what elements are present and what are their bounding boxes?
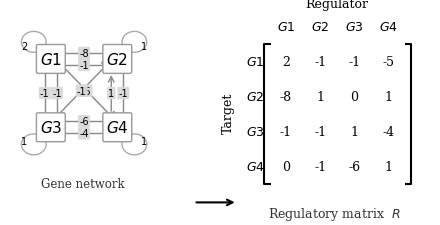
Text: -8: -8 [280, 90, 292, 103]
Text: 1: 1 [141, 41, 147, 52]
Text: -1: -1 [79, 61, 89, 71]
Text: -8: -8 [79, 49, 89, 58]
Text: Gene network: Gene network [41, 177, 125, 190]
Text: -1: -1 [77, 86, 86, 96]
Text: Target: Target [222, 92, 235, 133]
Text: $\mathit{G1}$: $\mathit{G1}$ [40, 52, 62, 68]
Text: $\mathit{G4}$: $\mathit{G4}$ [106, 120, 128, 136]
Text: Regulatory matrix  $R$: Regulatory matrix $R$ [268, 205, 401, 222]
Text: $\mathit{G3}$: $\mathit{G3}$ [246, 125, 264, 138]
Text: $\mathit{G2}$: $\mathit{G2}$ [246, 90, 264, 103]
Text: $\mathit{G1}$: $\mathit{G1}$ [246, 55, 264, 68]
Text: -5: -5 [82, 86, 92, 96]
Text: $\mathit{G3}$: $\mathit{G3}$ [40, 120, 62, 136]
Text: -1: -1 [118, 89, 128, 99]
Text: -1: -1 [314, 125, 326, 138]
Text: $\mathit{G2}$: $\mathit{G2}$ [311, 20, 329, 34]
Text: $\mathit{G2}$: $\mathit{G2}$ [106, 52, 128, 68]
Text: 2: 2 [282, 55, 290, 68]
FancyBboxPatch shape [103, 45, 132, 74]
Text: 1: 1 [21, 136, 27, 146]
Text: $\mathit{G4}$: $\mathit{G4}$ [246, 160, 265, 173]
Text: 0: 0 [282, 160, 290, 173]
Text: 1: 1 [316, 90, 324, 103]
Text: -1: -1 [314, 160, 326, 173]
Text: -1: -1 [52, 89, 62, 99]
Text: $\mathit{G3}$: $\mathit{G3}$ [345, 20, 363, 34]
Text: -1: -1 [280, 125, 292, 138]
FancyBboxPatch shape [103, 113, 132, 142]
Text: 1: 1 [350, 125, 358, 138]
Text: 1: 1 [141, 136, 147, 146]
Text: -1: -1 [348, 55, 360, 68]
Text: -1: -1 [40, 89, 50, 99]
Text: -1: -1 [314, 55, 326, 68]
FancyBboxPatch shape [37, 45, 65, 74]
Text: Regulator: Regulator [306, 0, 369, 11]
Text: $\mathit{G1}$: $\mathit{G1}$ [277, 20, 295, 34]
Text: 0: 0 [350, 90, 358, 103]
Text: -6: -6 [79, 117, 89, 127]
Text: -4: -4 [79, 129, 89, 139]
Text: 1: 1 [108, 89, 114, 99]
Text: 2: 2 [21, 41, 27, 52]
Text: 1: 1 [384, 160, 392, 173]
Text: -4: -4 [382, 125, 394, 138]
Text: $\mathit{G4}$: $\mathit{G4}$ [379, 20, 398, 34]
Text: -5: -5 [382, 55, 394, 68]
FancyBboxPatch shape [37, 113, 65, 142]
Text: -6: -6 [348, 160, 360, 173]
Text: 1: 1 [384, 90, 392, 103]
